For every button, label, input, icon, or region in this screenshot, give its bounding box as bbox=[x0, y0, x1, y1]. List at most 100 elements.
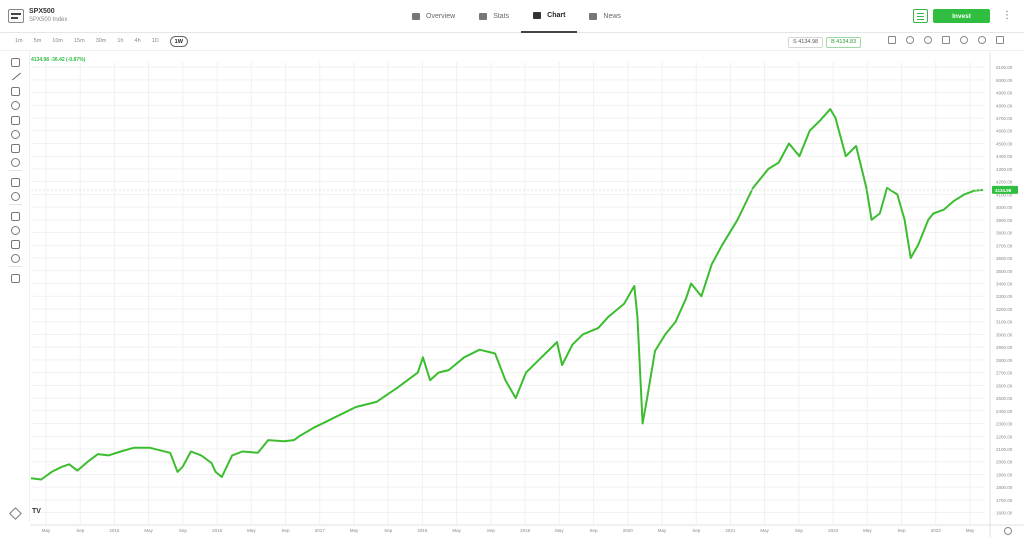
pattern-icon[interactable] bbox=[11, 130, 20, 139]
news-icon bbox=[589, 13, 598, 20]
x-tick-label: Sep bbox=[898, 528, 907, 533]
pencil-icon[interactable] bbox=[888, 36, 896, 44]
timeframe-4h[interactable]: 4h bbox=[134, 38, 141, 44]
y-tick-label: 2400.00 bbox=[996, 409, 1013, 414]
timeframe-15m[interactable]: 15m bbox=[73, 38, 85, 44]
header-actions: Invest ⋮ bbox=[913, 9, 1012, 23]
trash-icon[interactable] bbox=[11, 274, 20, 283]
fullscreen-icon[interactable] bbox=[996, 36, 1004, 44]
price-series-line bbox=[30, 108, 983, 481]
visibility-icon[interactable] bbox=[11, 254, 20, 263]
timeframe-1h[interactable]: 1h bbox=[117, 38, 124, 44]
crosshair-icon[interactable] bbox=[11, 58, 20, 67]
timeframe-10m[interactable]: 10m bbox=[52, 38, 63, 44]
y-tick-label: 2000.00 bbox=[996, 460, 1013, 465]
more-options-button[interactable]: ⋮ bbox=[1002, 10, 1012, 21]
tab-news-label: News bbox=[603, 13, 621, 20]
x-tick-label: 2017 bbox=[315, 528, 326, 533]
timeframe-30m[interactable]: 30m bbox=[95, 38, 107, 44]
tab-stats[interactable]: Stats bbox=[467, 0, 521, 33]
calendar-icon[interactable] bbox=[942, 36, 950, 44]
x-tick-label: Sep bbox=[179, 528, 188, 533]
tab-overview-label: Overview bbox=[426, 13, 456, 20]
y-tick-label: 3700.00 bbox=[996, 243, 1013, 248]
y-tick-label: 4300.00 bbox=[996, 167, 1013, 172]
tool-separator bbox=[9, 204, 22, 205]
toolbar-icons bbox=[888, 36, 1014, 44]
y-tick-label: 4100.00 bbox=[996, 192, 1013, 197]
chart-icon bbox=[533, 12, 542, 19]
tab-news[interactable]: News bbox=[577, 0, 633, 33]
drawing-tools-panel bbox=[0, 52, 30, 522]
tab-chart[interactable]: Chart bbox=[521, 0, 578, 33]
y-tick-label: 2600.00 bbox=[996, 383, 1013, 388]
tab-stats-label: Stats bbox=[493, 13, 510, 20]
ruler-icon[interactable] bbox=[11, 178, 20, 187]
chart-settings-icon[interactable] bbox=[1004, 527, 1012, 535]
horizontal-lines-icon[interactable] bbox=[11, 87, 20, 96]
x-tick-label: May bbox=[452, 528, 461, 533]
add-icon[interactable] bbox=[960, 36, 968, 44]
x-tick-label: 2015 bbox=[109, 528, 120, 533]
y-tick-label: 2300.00 bbox=[996, 422, 1013, 427]
y-tick-label: 4800.00 bbox=[996, 103, 1013, 108]
text-icon[interactable] bbox=[11, 116, 20, 125]
zoom-in-icon[interactable] bbox=[11, 192, 20, 201]
x-tick-label: 2022 bbox=[828, 528, 839, 533]
emoji-icon[interactable] bbox=[11, 158, 20, 167]
price-chart[interactable]: 5100.00 5000.00 4900.00 4800.00 4700.00 4600.… bbox=[0, 52, 1024, 547]
share-icon[interactable] bbox=[978, 36, 986, 44]
price-boxes: S 4134.98 B 4134.83 bbox=[788, 37, 864, 48]
y-tick-label: 3800.00 bbox=[996, 231, 1013, 236]
y-tick-label: 2500.00 bbox=[996, 396, 1013, 401]
instrument-logo-icon bbox=[8, 9, 24, 23]
brush-icon[interactable] bbox=[11, 101, 20, 110]
timeframe-5m[interactable]: 5m bbox=[33, 38, 42, 44]
x-tick-label: Sep bbox=[282, 528, 291, 533]
y-tick-label: 5000.00 bbox=[996, 78, 1013, 83]
indicator-icon[interactable] bbox=[906, 36, 914, 44]
compare-icon[interactable] bbox=[924, 36, 932, 44]
timeframe-1w[interactable]: 1W bbox=[169, 36, 188, 47]
ohlc-readout: 4134.98 -36.42 (-0.87%) bbox=[31, 57, 86, 63]
y-tick-label: 3300.00 bbox=[996, 294, 1013, 299]
lock-drawing-icon[interactable] bbox=[11, 226, 20, 235]
instrument-name: SPX500 Index bbox=[29, 17, 68, 23]
y-tick-label: 2900.00 bbox=[996, 345, 1013, 350]
last-price-label: 4134.98 bbox=[995, 188, 1012, 193]
overview-icon bbox=[412, 13, 420, 20]
invest-button[interactable]: Invest bbox=[933, 9, 990, 23]
instrument-info[interactable]: SPX500 SPX500 Index bbox=[8, 7, 67, 25]
timeframe-1d[interactable]: 1D bbox=[151, 38, 159, 44]
x-tick-label: 2018 bbox=[417, 528, 428, 533]
y-tick-label: 1600.00 bbox=[996, 511, 1013, 516]
lock-icon[interactable] bbox=[11, 240, 20, 249]
buy-price-button[interactable]: B 4134.83 bbox=[826, 37, 862, 48]
y-tick-label: 2100.00 bbox=[996, 447, 1013, 452]
tab-overview[interactable]: Overview bbox=[400, 0, 467, 33]
y-tick-label: 1800.00 bbox=[996, 485, 1013, 490]
chart-provider-logo: TV bbox=[32, 508, 41, 515]
y-tick-label: 3400.00 bbox=[996, 281, 1013, 286]
chart-toolbar: 1m 5m 10m 15m 30m 1h 4h 1D 1W S 4134.98 B 4134.8… bbox=[0, 33, 1024, 51]
magnet-icon[interactable] bbox=[11, 212, 20, 221]
x-tick-label: Sep bbox=[590, 528, 599, 533]
x-tick-label: May bbox=[42, 528, 51, 533]
x-tick-label: Sep bbox=[384, 528, 393, 533]
x-tick-label: 2016 bbox=[212, 528, 223, 533]
y-tick-label: 3000.00 bbox=[996, 332, 1013, 337]
forecast-icon[interactable] bbox=[11, 144, 20, 153]
x-tick-label: 2019 bbox=[520, 528, 531, 533]
y-tick-label: 4400.00 bbox=[996, 154, 1013, 159]
x-tick-label: May bbox=[760, 528, 769, 533]
y-tick-label: 1900.00 bbox=[996, 472, 1013, 477]
y-tick-label: 4700.00 bbox=[996, 116, 1013, 121]
x-tick-label: May bbox=[144, 528, 153, 533]
y-tick-label: 4600.00 bbox=[996, 129, 1013, 134]
x-tick-label: May bbox=[555, 528, 564, 533]
timeframe-1m[interactable]: 1m bbox=[15, 38, 23, 44]
watchlist-button[interactable] bbox=[913, 9, 928, 23]
x-tick-label: Sep bbox=[795, 528, 804, 533]
sell-price-button[interactable]: S 4134.98 bbox=[788, 37, 824, 48]
